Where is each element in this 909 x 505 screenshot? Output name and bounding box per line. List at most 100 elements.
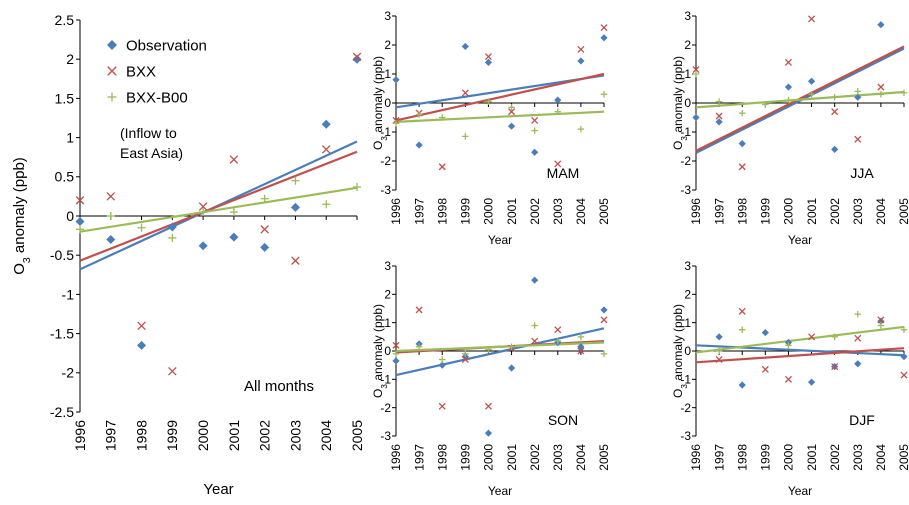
y-tick-label: 0 <box>384 344 391 358</box>
data-point <box>484 53 492 61</box>
data-point <box>554 108 562 115</box>
y-tick-label: 0 <box>684 344 691 358</box>
data-point <box>321 119 331 129</box>
y-tick-label: -1 <box>680 125 691 139</box>
data-point-stroke-b <box>738 307 746 315</box>
data-point <box>415 141 423 149</box>
x-tick-label: 1999 <box>164 420 180 451</box>
data-point <box>807 77 816 85</box>
data-point-stroke-b <box>260 225 269 234</box>
legend-label: BXX <box>126 64 156 81</box>
y-tick-label: -3 <box>380 183 391 197</box>
data-point-stroke-b <box>600 24 608 32</box>
data-point <box>291 176 300 185</box>
legend-marker <box>107 40 117 50</box>
data-point <box>784 375 792 383</box>
x-tick-label: 2005 <box>897 444 909 471</box>
data-point <box>229 232 239 242</box>
data-point <box>877 317 885 325</box>
x-tick-label: 1996 <box>689 444 703 471</box>
data-point <box>461 355 469 364</box>
x-tick-label: 2005 <box>597 198 611 225</box>
data-point <box>738 109 746 117</box>
data-point <box>854 93 862 101</box>
data-point <box>715 112 723 120</box>
x-tick-label: 2005 <box>897 198 909 225</box>
y-tick-label: 2 <box>684 38 691 52</box>
data-point <box>807 378 816 386</box>
x-tick-label: 2005 <box>597 444 611 471</box>
data-point <box>137 340 147 350</box>
data-point-stroke-b <box>531 337 539 345</box>
data-point <box>715 347 723 355</box>
y-tick-label: -0.5 <box>50 247 74 263</box>
data-point <box>600 350 608 358</box>
data-point <box>715 355 723 364</box>
data-point <box>877 21 885 29</box>
trend-line <box>695 347 905 364</box>
data-point <box>600 34 608 42</box>
data-point <box>392 350 400 358</box>
y-tick-label: 1 <box>684 67 691 81</box>
data-point <box>531 322 538 329</box>
y-tick-label: -1 <box>380 125 391 139</box>
data-point <box>198 241 208 251</box>
trend-line <box>395 110 605 123</box>
data-point <box>198 202 208 211</box>
x-tick-label: 2003 <box>287 420 303 451</box>
x-tick-label: 1997 <box>103 420 119 451</box>
data-point <box>438 163 446 171</box>
trend-line <box>395 72 605 122</box>
data-point <box>715 118 723 126</box>
y-tick-label: -2 <box>680 154 691 168</box>
panel-label: DJF <box>849 412 875 428</box>
x-tick-label: 2000 <box>482 444 496 471</box>
x-tick-label: 2001 <box>805 444 819 471</box>
y-tick-label: 1 <box>684 316 691 330</box>
data-point-stroke-b <box>438 402 446 410</box>
data-point <box>854 310 862 318</box>
y-tick-label: 2 <box>66 51 74 67</box>
data-point <box>485 98 492 105</box>
trend-line <box>395 327 605 377</box>
y-tick-label: 3 <box>384 9 391 23</box>
data-point-stroke-b <box>531 116 539 124</box>
data-point <box>438 361 446 369</box>
data-point <box>507 122 516 130</box>
data-point-stroke-b <box>577 45 585 53</box>
trend-line <box>695 344 905 357</box>
data-point <box>392 357 400 365</box>
x-axis-title: Year <box>488 233 512 247</box>
data-point <box>415 111 423 118</box>
x-tick-label: 2002 <box>528 444 542 471</box>
data-point <box>531 276 539 284</box>
data-point-stroke-b <box>229 155 239 164</box>
y-tick-label: 3 <box>684 9 691 23</box>
legend-label: Observation <box>126 38 207 55</box>
data-point <box>831 145 839 153</box>
data-point-stroke-b <box>577 347 585 355</box>
legend-marker <box>107 66 117 76</box>
data-point <box>877 83 885 91</box>
x-tick-label: 1996 <box>72 420 88 451</box>
data-point <box>392 76 400 84</box>
data-point <box>554 160 562 168</box>
data-point-stroke-b <box>137 321 146 331</box>
x-tick-label: 1996 <box>389 198 403 225</box>
data-point <box>784 83 793 91</box>
data-point-stroke-b <box>808 333 816 341</box>
x-axis-title: Year <box>788 484 812 498</box>
data-point <box>352 52 362 62</box>
data-point <box>738 140 746 148</box>
y-tick-label: 2 <box>684 288 691 302</box>
data-point <box>392 341 400 349</box>
y-tick-label: -1 <box>680 373 691 387</box>
data-point <box>199 208 208 217</box>
y-axis-title: O3 anomaly (ppb) <box>671 56 689 150</box>
data-point <box>415 343 423 350</box>
y-tick-label: -1 <box>380 373 391 387</box>
y-tick-label: -2 <box>380 154 391 168</box>
data-point <box>531 148 539 156</box>
data-point <box>291 256 300 265</box>
x-tick-label: 2003 <box>551 198 565 225</box>
